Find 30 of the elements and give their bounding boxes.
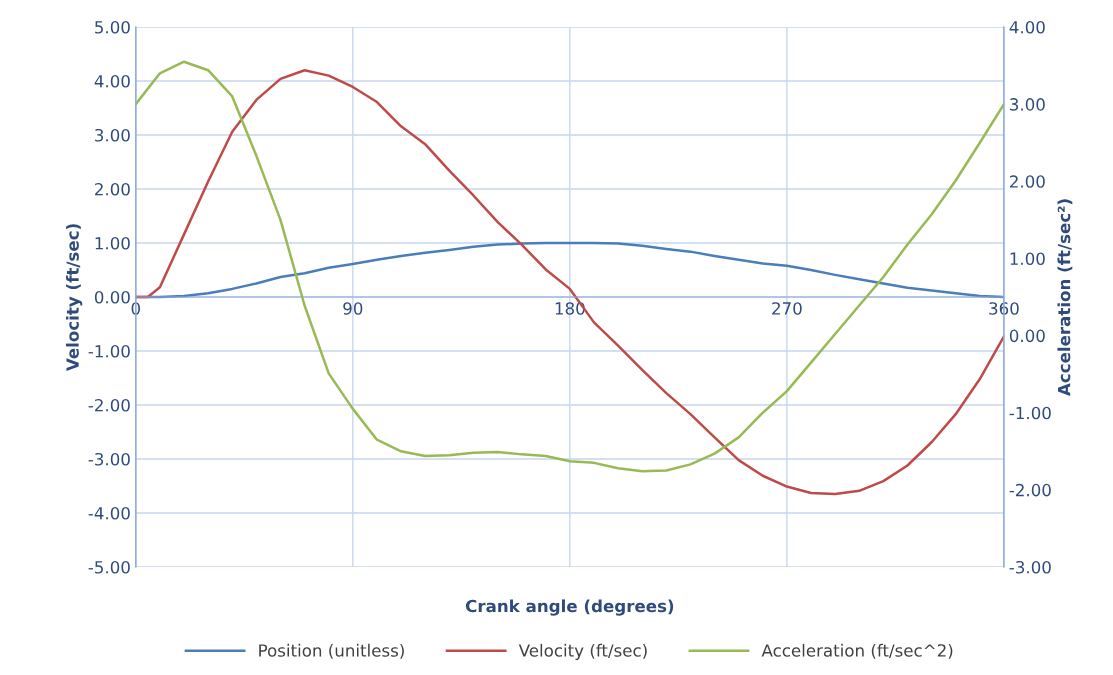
y2-tick-label: -2.00 — [1009, 483, 1051, 497]
y-tick-label: -5.00 — [88, 560, 130, 574]
x-axis-title: Crank angle (degrees) — [465, 599, 674, 616]
y-tick-label: 5.00 — [95, 20, 130, 34]
y2-tick-label: 3.00 — [1010, 98, 1045, 111]
x-tick-label: 90 — [343, 302, 363, 315]
x-tick-label: 180 — [555, 302, 585, 315]
legend-label: Velocity (ft/sec) — [518, 643, 647, 660]
y2-tick-label: 1.00 — [1010, 252, 1045, 265]
x-tick-label: 270 — [772, 302, 802, 315]
y-tick-label: 4.00 — [94, 74, 130, 88]
y2-axis-title: Acceleration (ft/sec²) — [1057, 199, 1073, 397]
y-tick-label: 0.00 — [94, 290, 130, 304]
x-tick-label: 0 — [131, 302, 140, 315]
y-tick-label: -4.00 — [88, 506, 130, 520]
y-tick-label: -3.00 — [88, 452, 130, 466]
y-tick-label: -1.00 — [88, 344, 130, 358]
legend-label: Position (unitless) — [259, 643, 404, 659]
y-tick-label: -2.00 — [88, 398, 130, 412]
legend-label: Acceleration (ft/sec^2) — [761, 643, 953, 659]
y2-tick-label: 4.00 — [1009, 20, 1045, 34]
y2-tick-label: -1.00 — [1009, 406, 1051, 420]
y2-tick-label: 0.00 — [1009, 329, 1045, 343]
y-tick-label: 2.00 — [95, 182, 130, 196]
y2-tick-label: -3.00 — [1009, 560, 1051, 574]
y2-tick-label: 2.00 — [1010, 175, 1045, 188]
x-tick-label: 360 — [989, 302, 1019, 315]
y-axis-title: Velocity (ft/sec) — [65, 224, 83, 372]
y-tick-label: 1.00 — [95, 236, 130, 250]
y-tick-label: 3.00 — [95, 128, 130, 142]
